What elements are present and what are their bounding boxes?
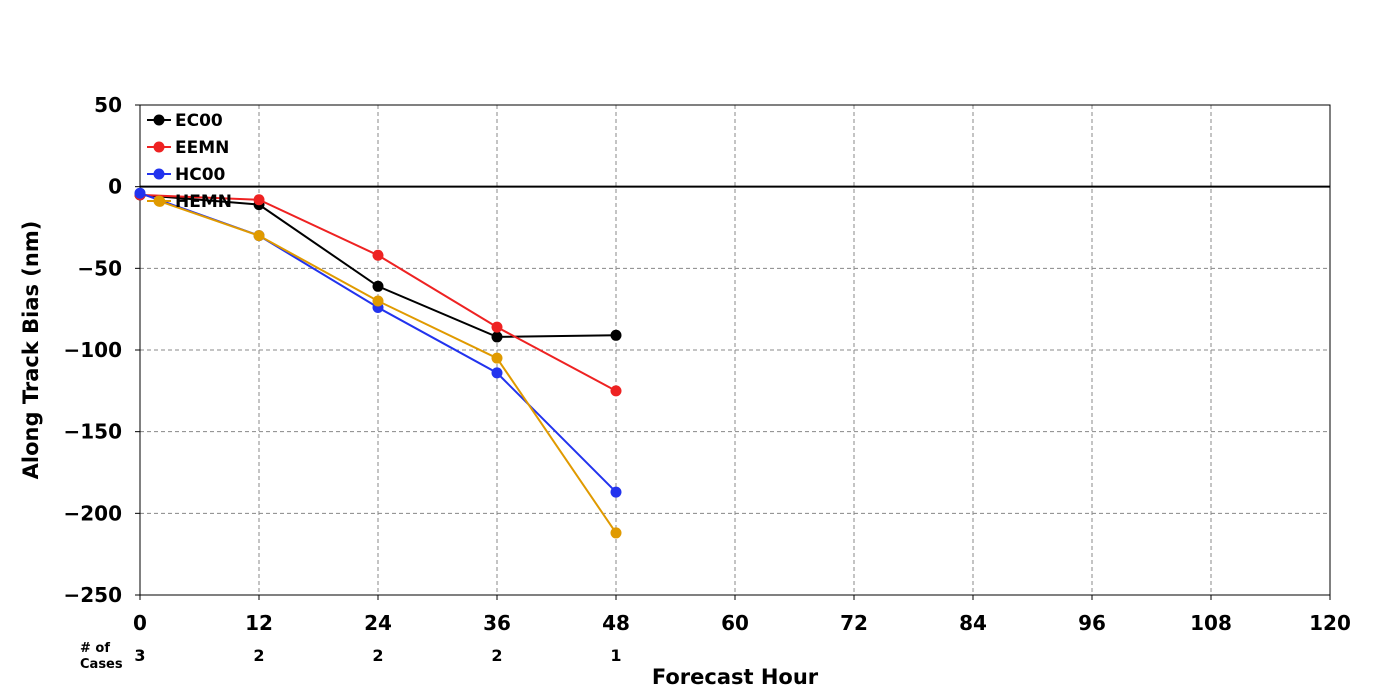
legend-marker-eemn bbox=[153, 141, 165, 153]
data-point-ec00 bbox=[491, 331, 503, 343]
y-tick-label: −150 bbox=[63, 420, 122, 444]
y-tick-label: 50 bbox=[94, 93, 122, 117]
data-point-hemn bbox=[253, 230, 265, 242]
data-point-eemn bbox=[253, 194, 265, 206]
data-point-hemn bbox=[491, 352, 503, 364]
x-tick-labels: 0 12 24 36 48 60 72 84 96 108 120 bbox=[133, 595, 1351, 635]
x-tick-label: 120 bbox=[1309, 611, 1351, 635]
legend-marker-hc00 bbox=[153, 168, 165, 180]
case-count: 1 bbox=[610, 646, 621, 665]
y-tick-labels: 50 0 −50 −100 −150 −200 −250 bbox=[63, 93, 140, 607]
series-line-hemn bbox=[159, 200, 617, 534]
cases-label-line1: # of bbox=[80, 641, 110, 656]
x-tick-label: 48 bbox=[602, 611, 630, 635]
x-tick-label: 96 bbox=[1078, 611, 1106, 635]
y-tick-label: −100 bbox=[63, 338, 122, 362]
x-tick-label: 12 bbox=[245, 611, 273, 635]
y-tick-label: −50 bbox=[77, 256, 122, 280]
case-count: 2 bbox=[372, 646, 383, 665]
y-axis-label: Along Track Bias (nm) bbox=[19, 221, 43, 480]
legend-label-hemn: HEMN bbox=[175, 192, 232, 212]
legend: EC00 EEMN HC00 HEMN bbox=[147, 111, 232, 212]
x-tick-label: 0 bbox=[133, 611, 147, 635]
data-point-eemn bbox=[491, 321, 503, 333]
grid-lines bbox=[140, 105, 1330, 595]
data-point-hc00 bbox=[491, 367, 503, 379]
case-count: 3 bbox=[134, 646, 145, 665]
legend-label-hc00: HC00 bbox=[175, 165, 226, 185]
data-point-hc00 bbox=[610, 486, 622, 498]
legend-marker-ec00 bbox=[153, 114, 165, 126]
legend-marker-hemn bbox=[153, 195, 165, 207]
case-counts: 3 2 2 2 1 bbox=[134, 646, 621, 665]
x-axis-label: Forecast Hour bbox=[652, 665, 819, 689]
case-count: 2 bbox=[491, 646, 502, 665]
data-point-eemn bbox=[610, 385, 622, 397]
data-point-hemn bbox=[372, 295, 384, 307]
y-tick-label: −200 bbox=[63, 501, 122, 525]
data-point-hc00 bbox=[134, 187, 146, 199]
data-point-ec00 bbox=[372, 280, 384, 292]
data-point-eemn bbox=[372, 249, 384, 261]
x-tick-label: 72 bbox=[840, 611, 868, 635]
y-tick-label: 0 bbox=[108, 175, 122, 199]
legend-label-ec00: EC00 bbox=[175, 111, 223, 131]
x-tick-label: 36 bbox=[483, 611, 511, 635]
series-group bbox=[134, 187, 622, 539]
case-count: 2 bbox=[253, 646, 264, 665]
data-point-ec00 bbox=[610, 329, 622, 341]
y-tick-label: −250 bbox=[63, 583, 122, 607]
x-tick-label: 84 bbox=[959, 611, 987, 635]
x-tick-label: 108 bbox=[1190, 611, 1232, 635]
cases-label-line2: Cases bbox=[80, 657, 123, 672]
x-tick-label: 24 bbox=[364, 611, 392, 635]
data-point-hemn bbox=[610, 527, 622, 539]
legend-label-eemn: EEMN bbox=[175, 138, 229, 158]
x-tick-label: 60 bbox=[721, 611, 749, 635]
